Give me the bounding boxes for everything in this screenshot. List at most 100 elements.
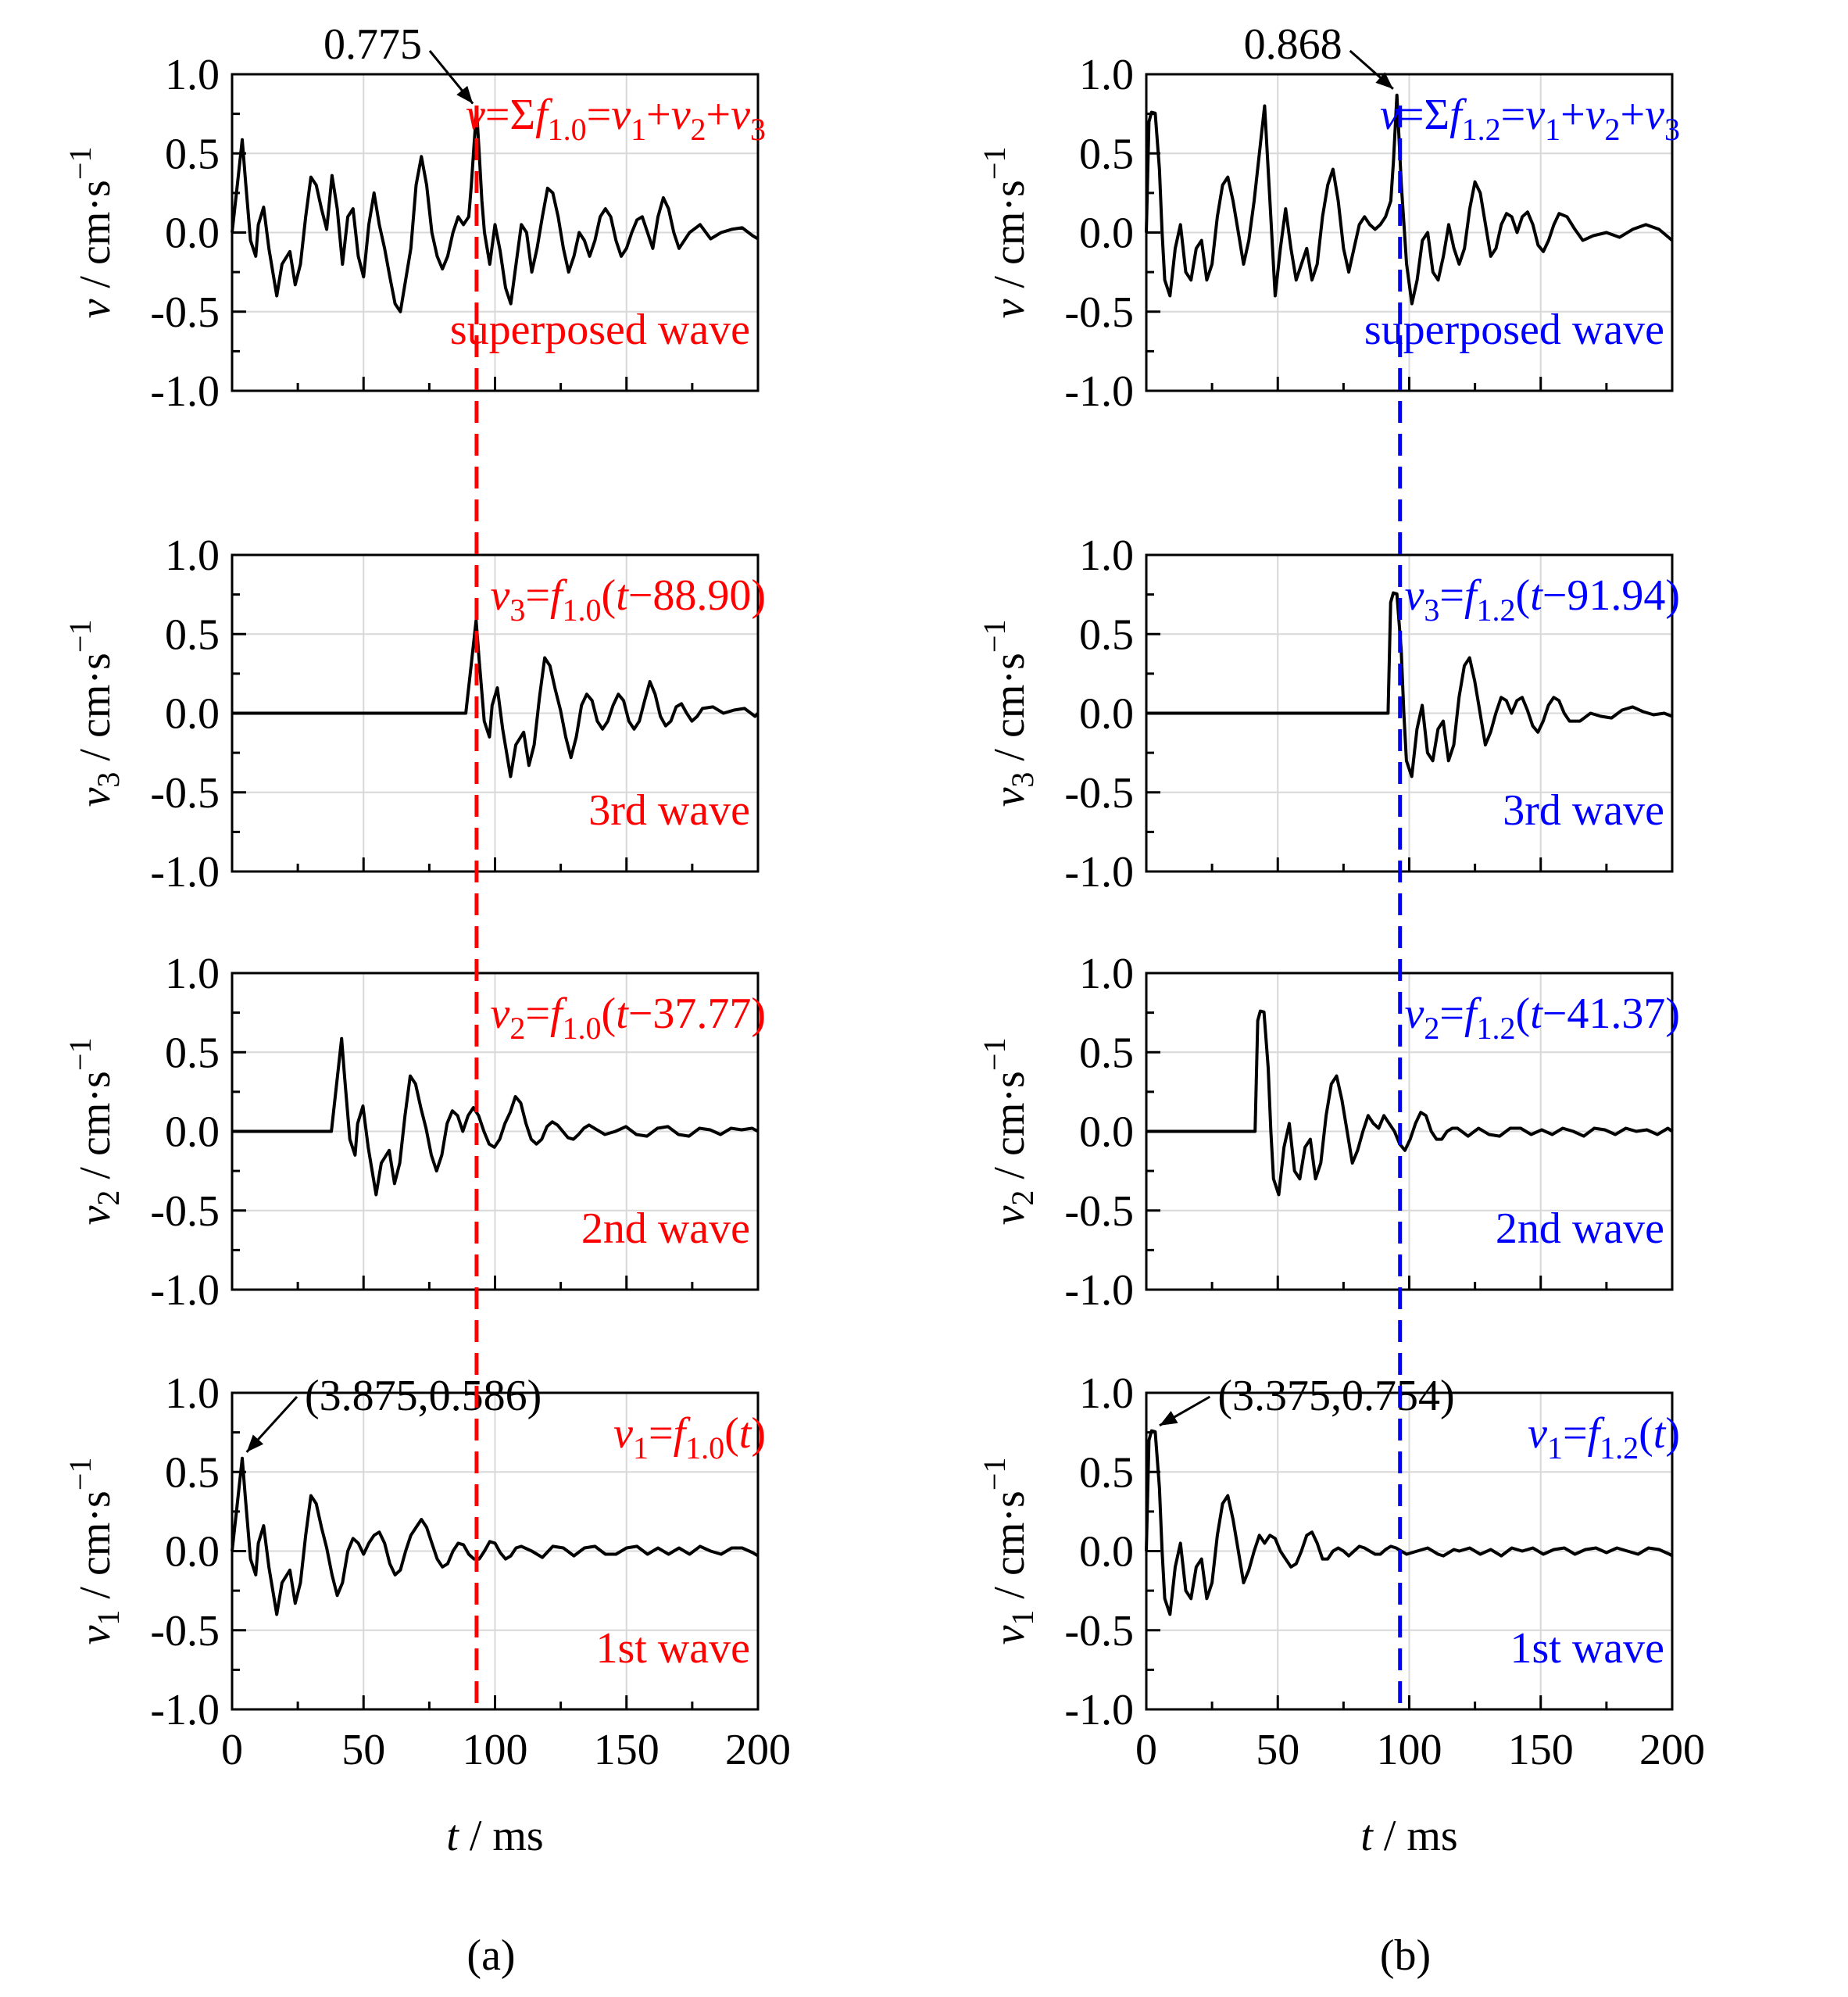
subplot-a-3: 1.00.50.0-0.5-1.0v2 / cm·s−1v2=f1.0(t−37… (63, 950, 766, 1315)
x-tick-label: 150 (1508, 1726, 1574, 1774)
y-axis-label-exp: −1 (977, 1458, 1012, 1491)
x-axis-label: t / ms (446, 1812, 543, 1860)
y-axis-label-sub: 1 (1005, 1610, 1040, 1626)
formula-part: = (525, 990, 550, 1038)
formula-part: 3 (750, 112, 766, 147)
y-axis-label: v2 / cm·s−1 (977, 1038, 1040, 1226)
y-axis-label-exp: −1 (63, 620, 98, 653)
formula-part: 3 (509, 592, 525, 628)
formula-part: v (491, 571, 510, 620)
formula-part: v (491, 990, 510, 1038)
formula-part: = (1563, 1409, 1588, 1458)
formula-part: = (1439, 571, 1464, 620)
y-tick-label: 1.0 (1079, 531, 1134, 580)
y-tick-label: -1.0 (1064, 367, 1134, 416)
y-axis-label: v2 / cm·s−1 (63, 1038, 126, 1226)
y-axis-label-sub: 2 (91, 1190, 126, 1206)
subplot-a-2: 1.00.50.0-0.5-1.0v3 / cm·s−1v3=f1.0(t−88… (63, 531, 766, 897)
formula-part: = (649, 1409, 674, 1458)
annotation-arrow-head (456, 85, 474, 104)
formula-part: 1.2 (1477, 592, 1516, 628)
y-tick-label: 0.5 (1079, 130, 1134, 178)
peak-annotation: (3.375,0.754) (1217, 1372, 1454, 1420)
formula-part: 1.0 (685, 1430, 724, 1466)
wave-label: 1st wave (595, 1624, 750, 1673)
x-tick-label: 50 (1256, 1726, 1299, 1774)
x-tick-label: 100 (463, 1726, 528, 1774)
y-tick-label: -0.5 (1064, 1187, 1134, 1236)
wave-label: 2nd wave (581, 1204, 750, 1253)
formula-part: 1.2 (1600, 1430, 1639, 1466)
series-line (1146, 1009, 1674, 1197)
formula-label: v2=f1.0(t−37.77) (491, 990, 766, 1046)
y-tick-label: 1.0 (165, 1369, 220, 1418)
y-axis-label-exp: −1 (977, 620, 1012, 653)
y-tick-label: -0.5 (150, 288, 220, 337)
panel-a: 1.00.50.0-0.5-1.0v / cm·s−1v=Σf1.0=v1+v2… (63, 20, 791, 1980)
formula-part: 2 (509, 1011, 525, 1046)
x-axis-label-var: t (1360, 1812, 1374, 1860)
formula-part: 1.0 (563, 592, 602, 628)
y-tick-label: -0.5 (1064, 288, 1134, 337)
y-axis-label-var: v (985, 787, 1034, 807)
y-tick-label: 0.5 (1079, 1029, 1134, 1077)
y-axis-label-sub: 3 (1005, 772, 1040, 788)
formula-part: v (611, 91, 631, 139)
x-tick-label: 50 (341, 1726, 385, 1774)
y-tick-label: -1.0 (150, 1266, 220, 1315)
wave-label: superposed wave (1364, 306, 1664, 354)
y-tick-label: 1.0 (1079, 51, 1134, 99)
y-axis-label-unit: / cm·s (985, 653, 1034, 771)
subplot-a-1: 1.00.50.0-0.5-1.0v / cm·s−1v=Σf1.0=v1+v2… (63, 20, 766, 416)
formula-label: v1=f1.0(t) (613, 1409, 766, 1466)
formula-part: t (739, 1409, 752, 1458)
formula-label: v3=f1.2(t−91.94) (1405, 571, 1680, 628)
formula-part: 2 (1424, 1011, 1439, 1046)
y-tick-label: 1.0 (1079, 1369, 1134, 1418)
y-axis-label-var: v (71, 1625, 120, 1644)
y-axis-label-unit: / cm·s (71, 1071, 120, 1190)
y-tick-label: -0.5 (150, 1187, 220, 1236)
series-line (232, 618, 760, 778)
y-tick-label: -1.0 (1064, 1686, 1134, 1734)
wave-label: 1st wave (1510, 1624, 1664, 1673)
peak-annotation: 0.868 (1244, 20, 1342, 69)
formula-label: v2=f1.2(t−41.37) (1405, 990, 1680, 1046)
x-tick-label: 150 (594, 1726, 659, 1774)
plots: 1.00.50.0-0.5-1.0v / cm·s−1v=Σf1.0=v1+v2… (63, 20, 1705, 1980)
y-tick-label: 0.5 (165, 610, 220, 659)
formula-part: v (1525, 91, 1545, 139)
y-axis-label-sub: 2 (1005, 1190, 1040, 1206)
y-tick-label: -0.5 (150, 769, 220, 818)
x-tick-label: 100 (1377, 1726, 1442, 1774)
formula-part: 1.0 (548, 112, 587, 147)
formula-part: ) (751, 1409, 766, 1458)
formula-part: 2 (691, 112, 706, 147)
formula-part: v (1645, 91, 1664, 139)
peak-annotation: (3.875,0.586) (305, 1372, 542, 1420)
y-tick-label: -0.5 (1064, 1607, 1134, 1655)
formula-part: t (616, 990, 629, 1038)
y-tick-label: 0.5 (1079, 610, 1134, 659)
panel-b: 1.00.50.0-0.5-1.0v / cm·s−1v=Σf1.2=v1+v2… (977, 20, 1705, 1980)
y-axis-label-exp: −1 (63, 1038, 98, 1072)
y-axis-label-exp: −1 (977, 147, 1012, 181)
y-tick-label: 0.0 (165, 690, 220, 739)
formula-part: t (1530, 990, 1543, 1038)
formula-part: t (1653, 1409, 1667, 1458)
formula-part: 1 (1547, 1430, 1563, 1466)
formula-part: v (1405, 990, 1424, 1038)
y-axis-label-var: v (985, 299, 1034, 318)
y-tick-label: -1.0 (150, 1686, 220, 1734)
formula-part: =Σ (485, 91, 535, 139)
y-axis-label-sub: 1 (91, 1610, 126, 1626)
annotation-arrow-head (1159, 1411, 1178, 1426)
y-axis-label-exp: −1 (63, 147, 98, 181)
series-line (1145, 93, 1674, 306)
y-axis-label-var: v (985, 1205, 1034, 1225)
y-tick-label: 0.5 (165, 1029, 220, 1077)
y-tick-label: 0.0 (1079, 690, 1134, 739)
formula-label: v1=f1.2(t) (1528, 1409, 1680, 1466)
y-axis-label-exp: −1 (63, 1458, 98, 1491)
y-axis-label: v3 / cm·s−1 (977, 620, 1040, 807)
